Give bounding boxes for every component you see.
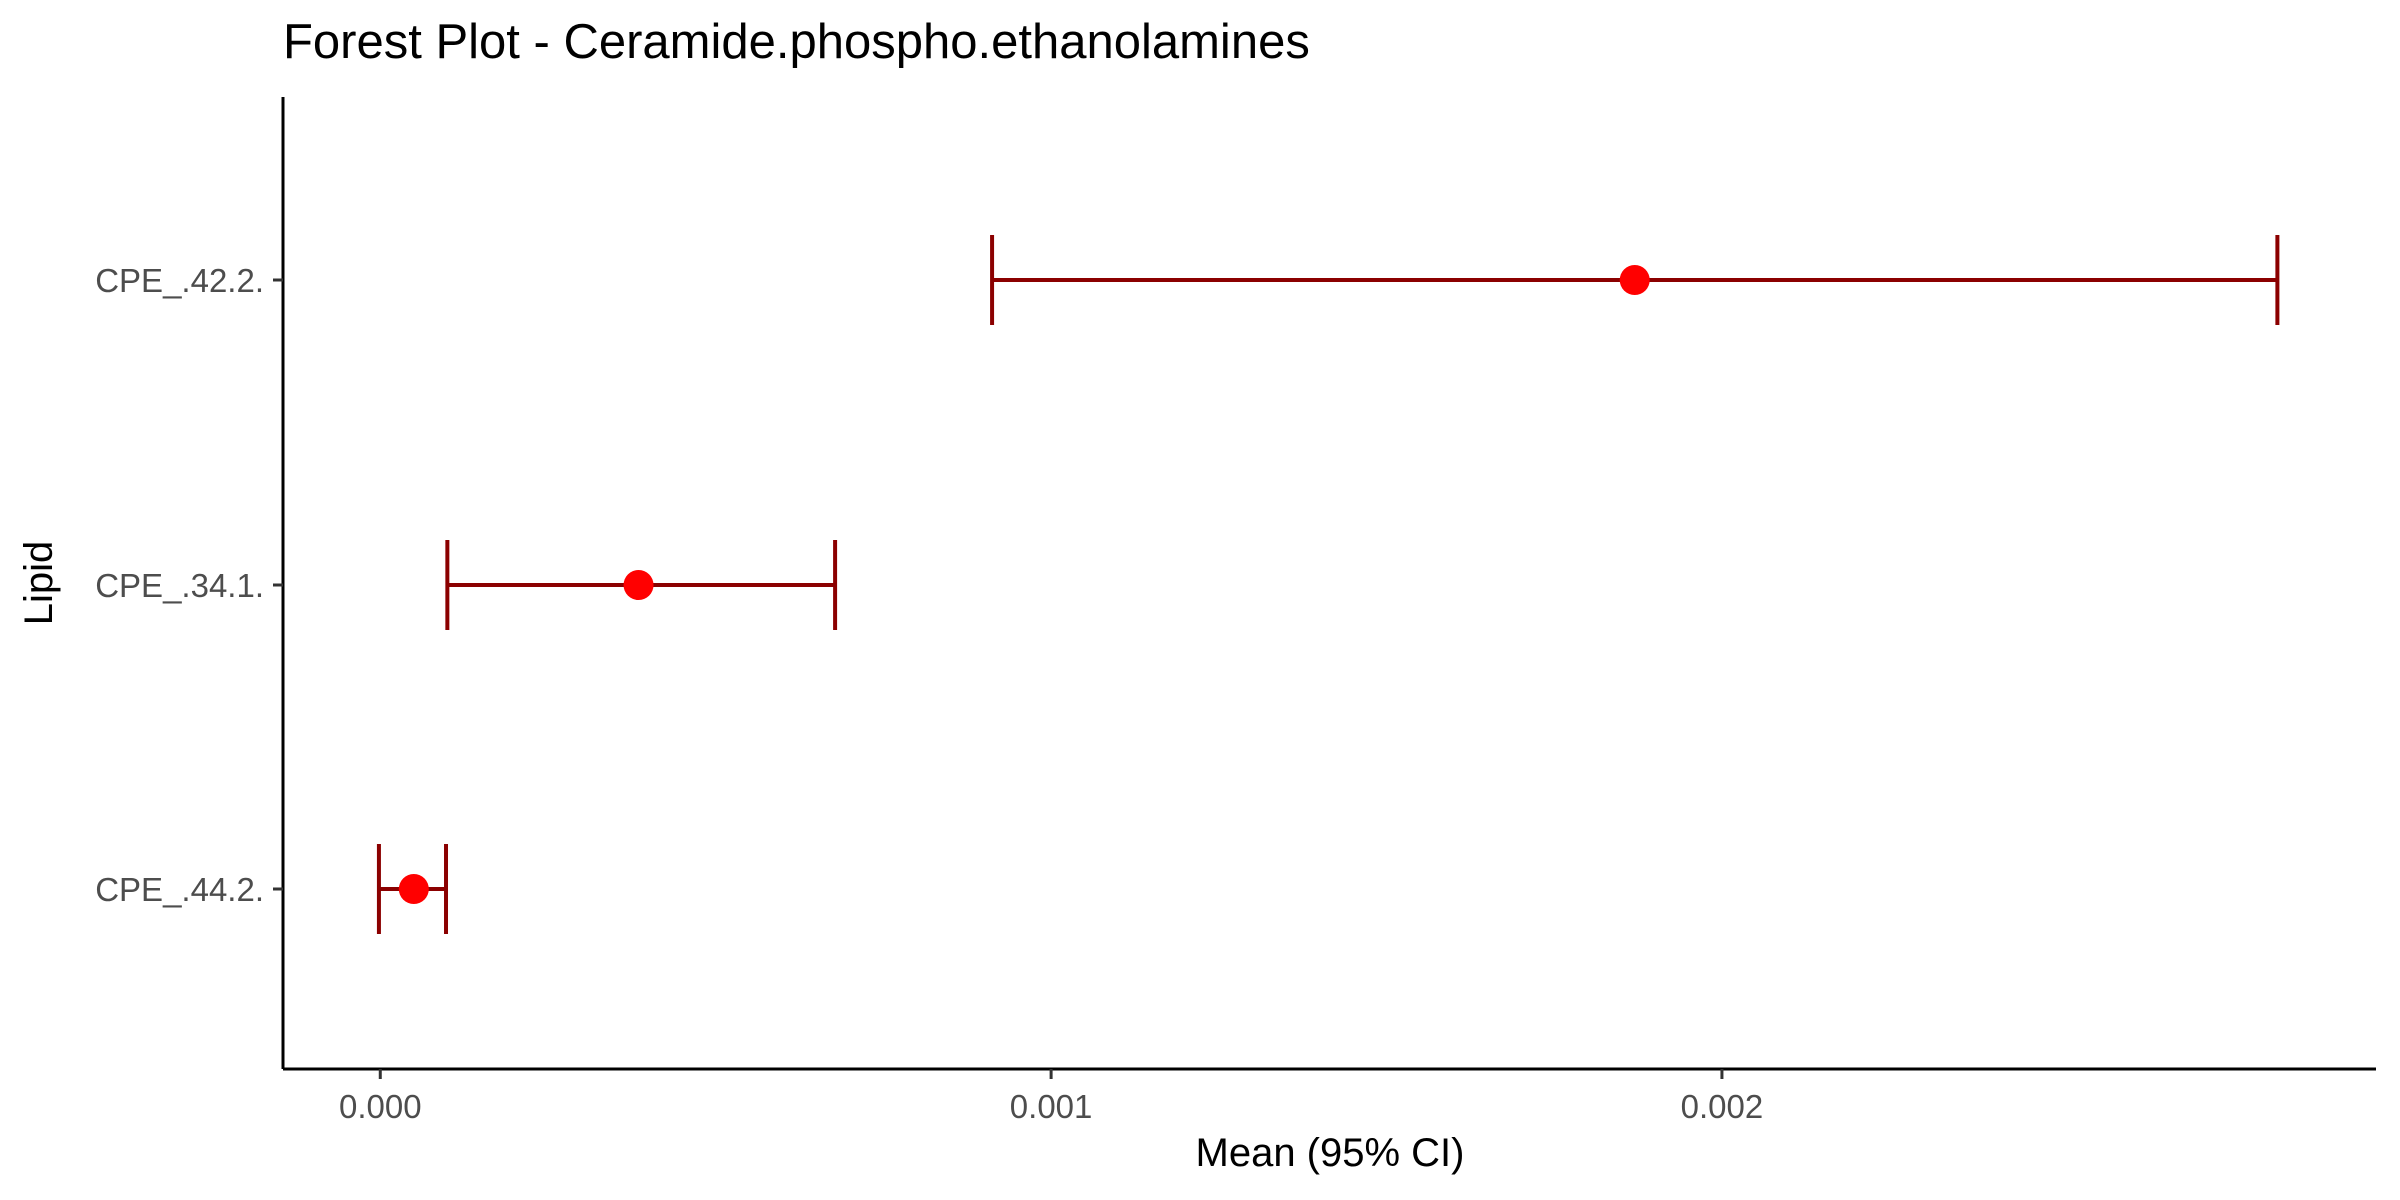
mean-point	[623, 570, 654, 600]
x-axis-title: Mean (95% CI)	[1196, 1131, 1465, 1175]
x-tick-label: 0.002	[1681, 1088, 1764, 1125]
chart-title: Forest Plot - Ceramide.phospho.ethanolam…	[283, 15, 1310, 69]
mean-point	[398, 874, 429, 904]
x-tick-label: 0.000	[339, 1088, 422, 1125]
y-axis-title: Lipid	[17, 541, 61, 626]
y-tick-label: CPE_.44.2.	[95, 871, 264, 908]
axis-ticks: 0.000 0.001 0.002 CPE_.42.2. CPE_.34.1. CPE_.…	[95, 262, 1763, 1125]
y-tick-label: CPE_.42.2.	[95, 262, 264, 299]
y-tick-label: CPE_.34.1.	[95, 567, 264, 604]
plot-marks	[376, 235, 2280, 934]
x-tick-label: 0.001	[1010, 1088, 1093, 1125]
mean-point	[1619, 265, 1650, 295]
